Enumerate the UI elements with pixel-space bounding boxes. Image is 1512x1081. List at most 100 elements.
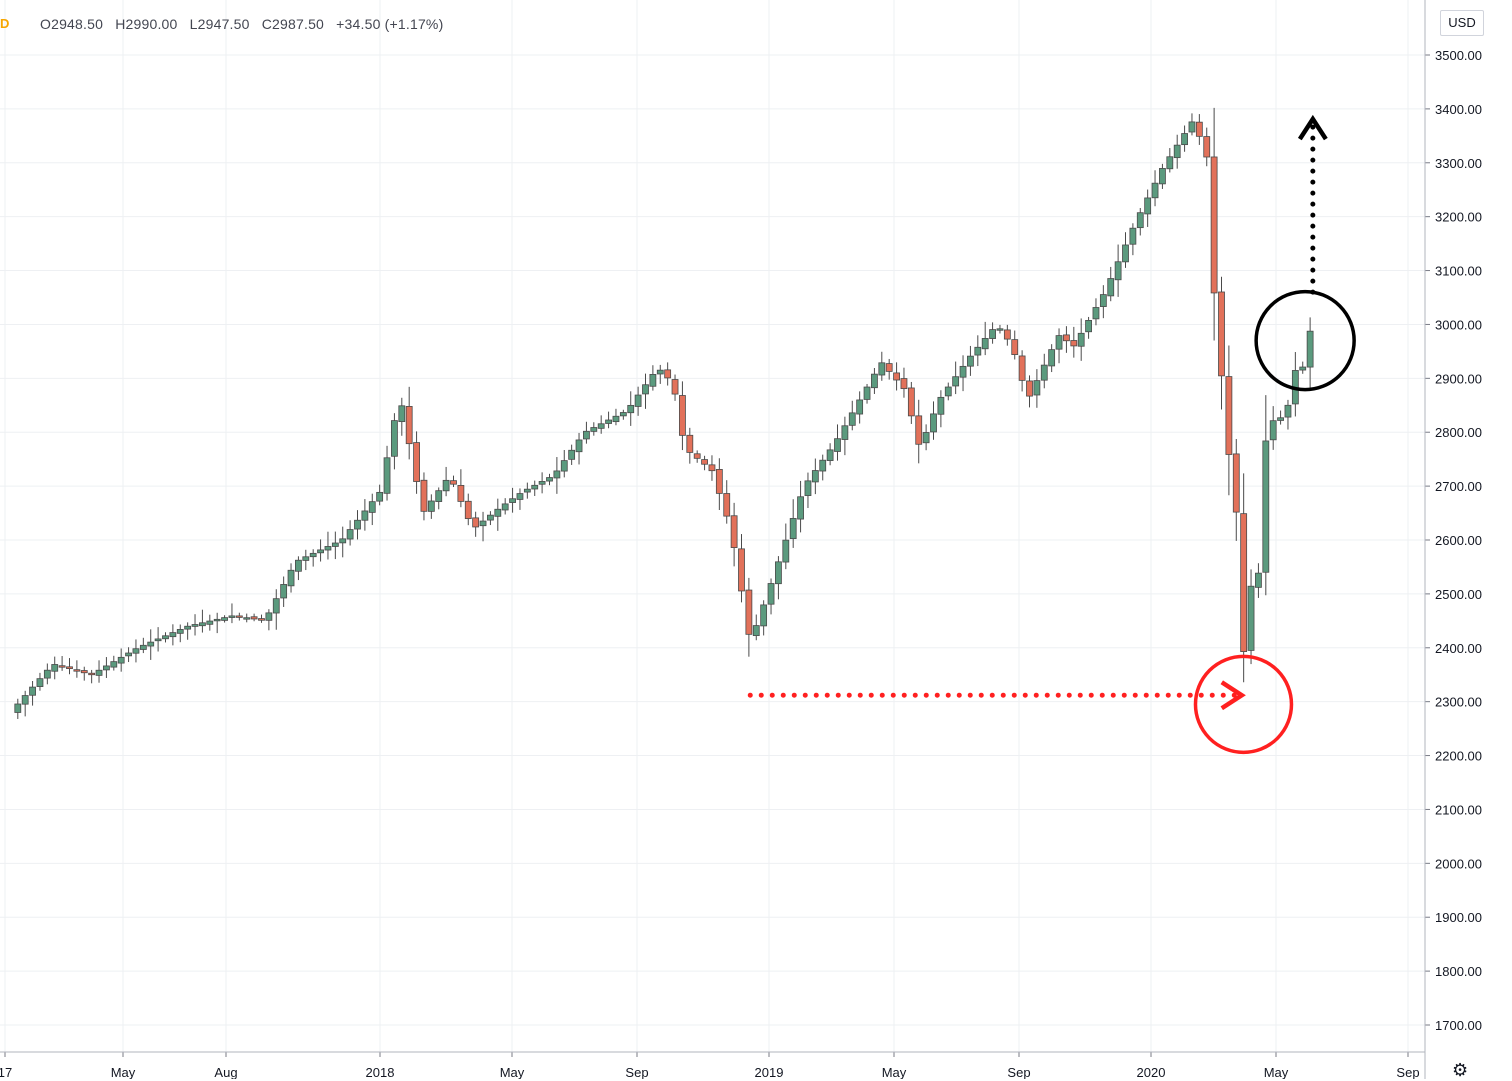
candle-up[interactable] (974, 346, 982, 356)
candle-down[interactable] (907, 387, 915, 417)
candle-down[interactable] (664, 369, 672, 379)
candle-up[interactable] (287, 569, 295, 587)
candle-down[interactable] (745, 589, 753, 635)
candle-down[interactable] (73, 669, 81, 672)
candle-up[interactable] (967, 355, 974, 367)
candle-down[interactable] (915, 415, 923, 445)
candle-up[interactable] (930, 413, 937, 433)
candle-up[interactable] (1144, 197, 1152, 215)
candle-up[interactable] (95, 669, 103, 676)
candle-up[interactable] (1122, 244, 1129, 263)
candle-down[interactable] (66, 666, 73, 670)
candle-up[interactable] (427, 500, 435, 512)
candle-up[interactable] (117, 656, 125, 664)
candle-up[interactable] (272, 598, 280, 614)
candle-down[interactable] (464, 500, 472, 520)
candle-up[interactable] (110, 661, 118, 668)
candle-up[interactable] (819, 459, 827, 472)
candle-up[interactable] (560, 460, 568, 472)
candle-up[interactable] (199, 622, 206, 627)
candle-up[interactable] (619, 412, 627, 417)
candle-down[interactable] (1218, 291, 1225, 377)
candle-down[interactable] (1063, 334, 1070, 342)
candle-up[interactable] (996, 328, 1004, 331)
candle-up[interactable] (125, 652, 132, 657)
candle-up[interactable] (1048, 349, 1056, 367)
candle-up[interactable] (368, 501, 376, 513)
candle-down[interactable] (686, 434, 694, 453)
candle-up[interactable] (1033, 380, 1041, 396)
candle-up[interactable] (36, 678, 44, 687)
candle-down[interactable] (1070, 340, 1078, 347)
candle-up[interactable] (331, 542, 339, 547)
candle-down[interactable] (450, 480, 457, 485)
candle-up[interactable] (531, 484, 539, 490)
black-circle-annotation[interactable] (1254, 289, 1356, 392)
candle-down[interactable] (1003, 329, 1011, 340)
candle-up[interactable] (295, 559, 302, 572)
candle-up[interactable] (775, 561, 782, 585)
candle-down[interactable] (693, 453, 701, 459)
candle-down[interactable] (738, 548, 745, 592)
candle-up[interactable] (1255, 572, 1262, 588)
candle-down[interactable] (472, 517, 480, 528)
candle-up[interactable] (221, 617, 228, 621)
candle-down[interactable] (708, 464, 716, 472)
candle-down[interactable] (420, 479, 428, 512)
candle-down[interactable] (1210, 156, 1218, 294)
candle-up[interactable] (29, 686, 36, 696)
candle-up[interactable] (634, 394, 642, 407)
candle-up[interactable] (309, 552, 317, 558)
candle-up[interactable] (848, 412, 856, 426)
gear-icon[interactable]: ⚙ (1452, 1060, 1469, 1080)
candle-up[interactable] (959, 365, 967, 378)
candle-up[interactable] (442, 479, 450, 492)
candle-down[interactable] (413, 442, 420, 482)
candle-up[interactable] (1114, 261, 1122, 281)
candle-up[interactable] (649, 373, 657, 387)
candle-up[interactable] (575, 439, 583, 453)
candle-up[interactable] (383, 457, 391, 494)
candle-up[interactable] (871, 373, 878, 389)
candle-up[interactable] (752, 625, 760, 637)
candle-up[interactable] (213, 618, 221, 622)
candle-up[interactable] (51, 664, 59, 672)
candle-up[interactable] (1040, 364, 1048, 381)
candle-up[interactable] (878, 362, 886, 376)
candle-up[interactable] (989, 329, 996, 339)
candle-up[interactable] (612, 415, 620, 423)
candle-up[interactable] (139, 644, 147, 650)
candle-up[interactable] (206, 620, 214, 625)
candle-up[interactable] (797, 496, 804, 520)
interval-badge[interactable]: D (0, 16, 10, 31)
candle-up[interactable] (782, 539, 790, 563)
candle-up[interactable] (1306, 330, 1314, 368)
candle-up[interactable] (863, 386, 871, 400)
candle-down[interactable] (1026, 380, 1033, 397)
candle-up[interactable] (789, 518, 797, 540)
candle-up[interactable] (981, 338, 989, 350)
candle-up[interactable] (944, 386, 952, 397)
candle-up[interactable] (811, 470, 819, 483)
candle-up[interactable] (856, 399, 864, 415)
candle-up[interactable] (339, 538, 347, 544)
candle-down[interactable] (1011, 339, 1019, 355)
candle-down[interactable] (80, 670, 88, 674)
candle-down[interactable] (1203, 136, 1211, 158)
candle-up[interactable] (324, 546, 332, 551)
candle-down[interactable] (1018, 355, 1026, 381)
candle-down[interactable] (723, 493, 731, 517)
candle-up[interactable] (1284, 404, 1292, 418)
candle-up[interactable] (1181, 133, 1188, 146)
candle-up[interactable] (605, 419, 612, 424)
candle-up[interactable] (1151, 182, 1159, 199)
candle-up[interactable] (627, 404, 635, 414)
candle-up[interactable] (568, 449, 576, 460)
candle-up[interactable] (1299, 366, 1307, 371)
candle-down[interactable] (671, 379, 679, 395)
candle-up[interactable] (1129, 227, 1137, 245)
candle-up[interactable] (176, 629, 184, 634)
candle-down[interactable] (730, 515, 738, 548)
candle-up[interactable] (487, 514, 494, 521)
